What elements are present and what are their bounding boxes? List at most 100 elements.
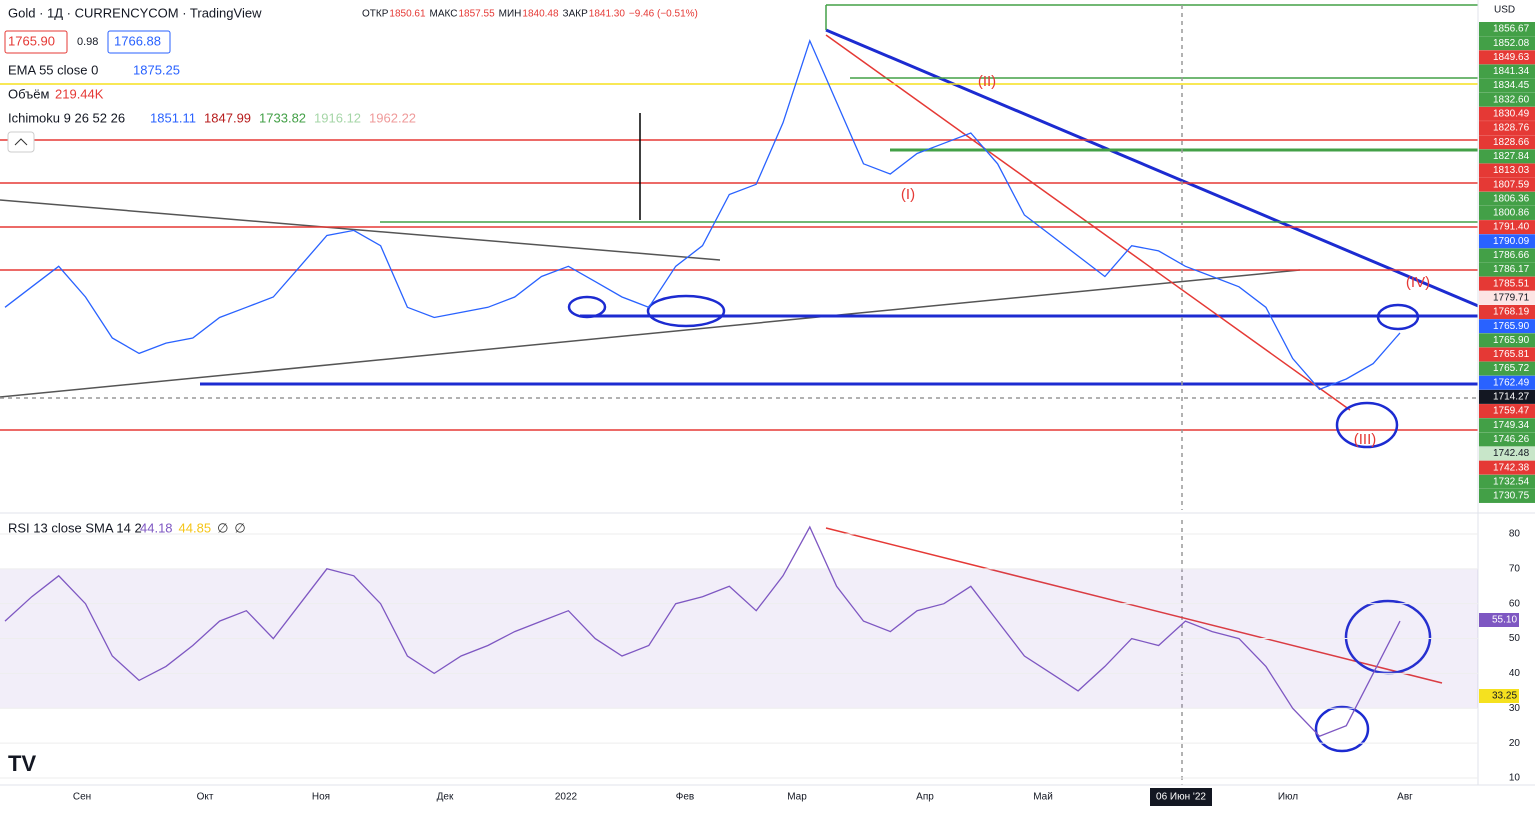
price-label-bg [1479,205,1535,220]
price-label: 1856.67 [1493,24,1530,35]
rsi-value: ∅ [217,520,228,535]
collapse-button[interactable] [7,131,35,153]
ohlc-value: 1857.55 [458,9,495,20]
price-label-bg [1479,460,1535,475]
price-label-bg [1479,234,1535,249]
price-label-bg [1479,36,1535,51]
change: −9.46 (−0.51%) [629,9,698,20]
price-label-bg [1479,305,1535,319]
circle [1314,705,1370,753]
indicator-value: 219.44K [55,86,104,101]
price-label-bg [1479,248,1535,263]
price-label-bg [1479,50,1535,65]
time-label: 06 Июн '22 [1156,792,1206,803]
price-label-bg [1479,446,1535,461]
rsi-current-bg [1479,613,1519,627]
indicator-value: 1847.99 [204,110,251,125]
rsi-trend-line [825,527,1443,684]
price-label: 1730.75 [1493,491,1530,502]
price-label: 1762.49 [1493,377,1530,388]
price-label-bg [1479,276,1535,291]
price-label: 1765.81 [1493,349,1530,360]
drawings [0,4,1535,785]
price-label-bg [1479,418,1535,433]
ask[interactable]: 1766.88 [114,33,161,48]
price-label: 1785.51 [1493,278,1530,289]
price-label-bg [1479,375,1535,390]
time-label: Май [1033,792,1053,803]
y-tick-label: 20 [1509,738,1521,749]
time-label: Ноя [312,792,330,803]
trend-line [825,28,1535,332]
ohlc-label: ЗАКР [563,9,589,20]
circle [646,294,726,328]
price-label: 1779.71 [1493,292,1530,303]
price-label: 1828.66 [1493,137,1530,148]
rsi-current-bg [1479,689,1519,703]
ohlc-label: МИН [499,9,522,20]
time-label: Окт [197,792,214,803]
price-label-bg [1479,347,1535,362]
price-label: 1765.90 [1493,321,1530,332]
price-label-bg [1479,333,1535,348]
y-tick-label: 60 [1509,598,1521,609]
indicator-value: 1962.22 [369,110,416,125]
price-label: 1746.26 [1493,434,1530,445]
rsi-value: ∅ [234,520,245,535]
bid-box[interactable] [4,30,68,54]
price-label-bg [1479,319,1535,334]
price-label-bg [1479,262,1535,277]
ask-box[interactable] [107,30,171,54]
price-label-bg [1479,149,1535,164]
price-label-bg [1479,64,1535,79]
price-label: 1834.45 [1493,80,1530,91]
price-label-bg [1479,220,1535,235]
price-label: 1714.27 [1493,392,1530,403]
time-label: Июл [1278,792,1298,803]
price-label: 1742.38 [1493,462,1530,473]
ohlc-label: ОТКР [362,9,389,20]
price-label-bg [1479,177,1535,192]
symbol: Gold · 1Д · CURRENCYCOM · TradingView [8,5,262,20]
rsi-name: RSI 13 close SMA 14 2 [8,520,142,535]
price-label-bg [1479,22,1535,36]
price-label: 1841.34 [1493,66,1530,77]
time-label: 2022 [555,792,578,803]
rsi-current: 33.25 [1492,691,1517,702]
price-label-bg [1479,121,1535,136]
bid[interactable]: 1765.90 [8,33,55,48]
price-label-bg [1479,474,1535,489]
time-label: Мар [787,792,807,803]
price-label-bg [1479,389,1535,404]
rsi-current: 55.10 [1492,615,1517,626]
price-label: 1791.40 [1493,222,1530,233]
wave-label: (III) [1354,431,1377,448]
currency: USD [1494,5,1515,16]
time-label: Фев [676,792,694,803]
wave-label: (IV) [1406,274,1430,291]
series-line [4,38,1401,391]
price-label: 1806.36 [1493,193,1530,204]
trend-line [0,199,721,261]
spread: 0.98 [77,36,98,48]
price-label-bg [1479,488,1535,503]
indicator-value: 1851.11 [150,110,196,125]
price-label-bg [1479,404,1535,419]
price-label: 1807.59 [1493,179,1530,190]
rsi-value: 44.85 [179,520,212,535]
price-label: 1800.86 [1493,208,1530,219]
ohlc-value: 1841.30 [589,9,626,20]
circle [567,295,607,319]
circle [1376,303,1420,331]
price-label: 1827.84 [1493,151,1530,162]
price-label: 1830.49 [1493,109,1530,120]
indicator-value: 1733.82 [259,110,306,125]
y-tick-label: 70 [1509,563,1521,574]
logo: TV [8,751,36,776]
ohlc-value: 1840.48 [522,9,559,20]
price-label-bg [1479,191,1535,206]
circle [1335,401,1399,449]
price-label-bg [1479,163,1535,178]
